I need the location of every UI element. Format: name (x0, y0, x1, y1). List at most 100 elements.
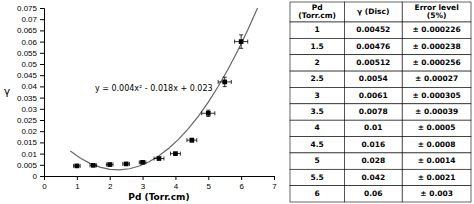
tick: 7 (272, 176, 277, 191)
table-cell (290, 104, 344, 120)
table-cell (290, 22, 344, 38)
table-text: ± 0.000256 (412, 58, 460, 67)
tick: 0.015 (17, 138, 44, 147)
error-cap (145, 160, 146, 164)
error-cap (186, 138, 187, 142)
tick-label: 0.03 (21, 105, 37, 114)
table-text: 0.042 (361, 173, 385, 182)
table-text: ± 0.000305 (412, 91, 460, 100)
error-cap (113, 163, 114, 167)
x-error-bar (187, 138, 197, 142)
table-cell (290, 169, 344, 185)
point (157, 156, 162, 161)
table-cell (402, 104, 471, 120)
error-cap (223, 86, 227, 87)
table-header-cell (402, 2, 471, 22)
table-text: 6 (315, 189, 320, 198)
tick-label: 0.025 (17, 116, 38, 125)
point (75, 164, 80, 169)
table-header: γ (Disc) (357, 7, 389, 16)
table-text: 0.00452 (356, 25, 390, 34)
error-cap (223, 77, 227, 78)
error-cap (239, 34, 243, 35)
table-text: ± 0.0021 (418, 173, 456, 182)
tick: 0.035 (17, 94, 44, 103)
table-cell (344, 38, 402, 54)
tick-label: 4 (174, 182, 179, 191)
tick-label: 0.065 (17, 26, 38, 35)
tick-label: 0.07 (21, 15, 37, 24)
tick-label: 0.06 (21, 38, 37, 47)
table-text: 1.5 (311, 42, 324, 51)
table-text: 0.00512 (356, 58, 390, 67)
tick-label: 0 (33, 172, 38, 181)
tick-mark (40, 75, 44, 76)
x-error-bar (106, 163, 113, 167)
point-group (123, 162, 130, 167)
table-cell (290, 137, 344, 153)
tick-mark (208, 176, 209, 180)
table-text: 4 (315, 123, 320, 132)
point-group (202, 110, 215, 116)
tick-label: 1 (75, 182, 80, 191)
table-cell (402, 71, 471, 87)
y-axis: 00.0050.010.0150.020.0250.030.0350.040.0… (17, 4, 45, 181)
table-cell (344, 71, 402, 87)
table-text: 1 (315, 25, 320, 34)
tick: 0.075 (17, 4, 44, 13)
tick-label: 0.015 (17, 138, 38, 147)
table-text: 2 (315, 58, 320, 67)
tick-mark (40, 176, 44, 177)
x-error-bar (123, 162, 130, 166)
point-group (218, 77, 231, 86)
error-cap (139, 160, 140, 164)
table-cell (290, 71, 344, 87)
tick-mark (40, 8, 44, 9)
table-cell (290, 186, 344, 202)
axis-line (40, 9, 45, 177)
tick: 0.05 (21, 60, 44, 69)
table-text: 3 (315, 91, 320, 100)
tick-label: 0.075 (17, 4, 38, 13)
x-error-bar (218, 80, 231, 84)
point (91, 163, 96, 168)
point-group (139, 160, 146, 165)
tick-mark (40, 120, 44, 121)
tick-mark (40, 165, 44, 166)
tick-mark (40, 19, 44, 20)
error-cap (122, 162, 123, 166)
point (190, 138, 195, 143)
table-cell (402, 22, 471, 38)
tick: 0.01 (21, 150, 44, 159)
point (206, 111, 211, 116)
point-group (171, 151, 181, 156)
table-header-line: γ (Disc) (357, 7, 389, 16)
table-text: ± 0.003 (420, 189, 453, 198)
table-text: 2.5 (311, 74, 324, 83)
tick: 0.04 (21, 82, 44, 91)
table-text: 0.0061 (359, 91, 388, 100)
table: Pd(Torr.cm)γ (Disc)Error level(5%)11.522… (290, 2, 471, 202)
x-error-bar (202, 111, 215, 115)
table-text: 0.016 (361, 140, 385, 149)
table-cell (344, 87, 402, 103)
table-cell (344, 55, 402, 71)
table-cell (402, 186, 471, 202)
table-header-cell (344, 2, 402, 22)
tick-label: 0.05 (21, 60, 37, 69)
table-text: ± 0.000226 (412, 25, 460, 34)
error-cap (201, 111, 202, 115)
table-text: ± 0.0008 (418, 140, 456, 149)
table-cell (402, 55, 471, 71)
tick-mark (143, 176, 144, 180)
tick-mark (40, 109, 44, 110)
tick: 0 (33, 172, 44, 181)
tick-mark (40, 64, 44, 65)
tick: 5 (207, 176, 212, 191)
table-text: 5.5 (311, 173, 324, 182)
tick-label: 0.04 (21, 82, 37, 91)
point (222, 80, 227, 85)
point-group (106, 162, 113, 167)
error-cap (170, 152, 171, 156)
error-cap (90, 163, 91, 167)
